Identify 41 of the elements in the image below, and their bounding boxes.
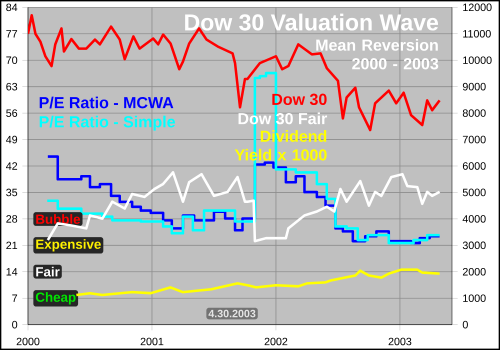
- annotation: Fair: [36, 266, 60, 277]
- y-tick-label: 84: [6, 4, 18, 12]
- y-tick-label: 7: [12, 294, 18, 302]
- y-tick-label: 35: [6, 188, 18, 196]
- x-tick-label: 2001: [140, 338, 164, 346]
- x-tick-label: 2003: [388, 338, 412, 346]
- y2-tick-label: 0: [462, 320, 468, 328]
- text: Mean Reversion 2000 - 2003: [316, 39, 438, 70]
- chart-title: Dow 30 Valuation Wave: [185, 14, 438, 31]
- y-tick-label: 42: [6, 162, 18, 170]
- x-tick-label: 2000: [16, 338, 40, 346]
- y2-tick-label: 9000: [462, 82, 486, 90]
- y2-tick-label: 6000: [462, 162, 486, 170]
- y2-tick-label: 8000: [462, 109, 486, 117]
- y2-tick-label: 2000: [462, 268, 486, 276]
- y-tick-label: 63: [6, 82, 18, 90]
- x-tick-label: 2002: [264, 338, 288, 346]
- y-tick-label: 49: [6, 136, 18, 144]
- y-tick-label: 77: [6, 30, 18, 38]
- annotation: 4.30.2003: [208, 310, 256, 318]
- annotation: Cheap: [36, 292, 76, 305]
- y-tick-label: 28: [6, 215, 18, 223]
- annotation: Expensive: [36, 239, 101, 252]
- y-tick-label: 14: [6, 268, 18, 276]
- y2-tick-label: 5000: [462, 188, 486, 196]
- line-series: [75, 268, 441, 296]
- y2-tick-label: 10000: [463, 56, 492, 64]
- y-tick-label: 56: [6, 109, 18, 117]
- text: P/E Ratio - Simple: [40, 116, 176, 131]
- line-series: [28, 14, 441, 132]
- annotation: Bubble: [36, 214, 80, 224]
- y2-tick-label: 12000: [463, 4, 492, 12]
- y2-tick-label: 3000: [462, 242, 486, 250]
- y-tick-label: 21: [6, 242, 18, 250]
- y2-tick-label: 4000: [462, 215, 486, 223]
- y-tick-label: 70: [6, 56, 18, 64]
- y-tick-label: 0: [12, 320, 18, 328]
- y2-tick-label: 7000: [462, 136, 486, 144]
- text: P/E Ratio - MCWA: [40, 96, 174, 108]
- y2-tick-label: 1000: [463, 294, 486, 302]
- y2-tick-label: 11000: [463, 30, 491, 38]
